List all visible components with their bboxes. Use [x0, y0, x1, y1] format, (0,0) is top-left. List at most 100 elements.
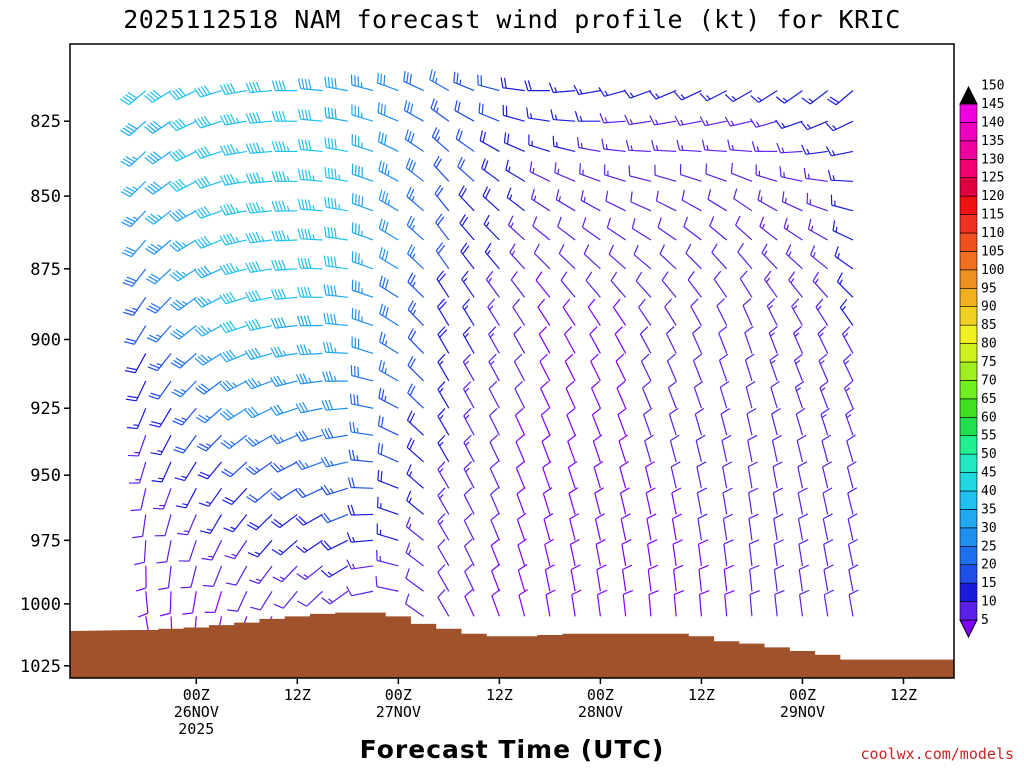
colorbar-label: 95 — [981, 281, 997, 296]
wind-barb — [194, 146, 222, 159]
wind-barb — [503, 132, 525, 152]
wind-barb — [569, 513, 580, 541]
wind-barb — [196, 434, 222, 452]
wind-barb — [823, 538, 834, 567]
colorbar-swatch — [959, 527, 978, 547]
wind-barb — [377, 442, 399, 463]
wind-barb — [576, 137, 601, 153]
wind-barb — [509, 243, 526, 270]
wind-barb — [430, 98, 450, 122]
wind-barb — [295, 539, 323, 554]
y-tick-label: 975 — [30, 531, 61, 551]
y-tick-label: 925 — [30, 399, 61, 419]
colorbar-swatch — [959, 269, 978, 289]
wind-barb — [436, 270, 450, 298]
wind-barb — [775, 119, 803, 130]
wind-barb — [635, 271, 652, 298]
wind-barb — [739, 270, 753, 298]
wind-barb — [574, 111, 601, 122]
wind-barb — [720, 407, 731, 436]
wind-barb — [297, 228, 323, 241]
wind-barb — [618, 434, 628, 463]
wind-barb — [537, 298, 551, 326]
wind-barb — [565, 380, 576, 409]
wind-barb — [674, 90, 702, 101]
wind-barb — [568, 487, 579, 515]
wind-barb — [735, 215, 753, 241]
wind-barb — [564, 353, 576, 382]
wind-barb — [376, 496, 399, 516]
wind-barb — [832, 220, 854, 241]
wind-barb — [245, 261, 273, 274]
wind-barb — [593, 461, 604, 489]
wind-barb — [796, 434, 807, 463]
wind-barb — [535, 271, 551, 298]
wind-barb — [324, 167, 348, 182]
wind-barb — [144, 210, 172, 225]
wind-barb — [459, 214, 475, 241]
wind-barb — [621, 564, 633, 592]
wind-barb — [158, 565, 172, 591]
wind-barb — [270, 513, 298, 529]
wind-barb — [405, 157, 424, 182]
wind-barb — [749, 564, 760, 592]
x-tick-label: 00Z — [789, 686, 816, 704]
wind-barb — [379, 303, 399, 327]
y-tick-label: 950 — [30, 466, 61, 486]
wind-barb — [219, 320, 247, 334]
colorbar-label: 60 — [981, 410, 997, 425]
wind-barb — [699, 90, 727, 102]
wind-barb — [437, 353, 450, 382]
colorbar-label: 45 — [981, 466, 997, 481]
wind-barb — [137, 591, 149, 618]
wind-barb — [245, 290, 273, 303]
wind-barb — [614, 326, 627, 354]
colorbar-label: 35 — [981, 502, 997, 517]
speed-colorbar: 5 10 15 20 25 30 35 40 45 50 55 60 65 70 75 80 85 90 95 100… — [959, 79, 1004, 639]
wind-barb — [545, 589, 556, 617]
wind-barb — [297, 78, 323, 92]
wind-barb — [644, 434, 654, 463]
wind-barb — [194, 115, 222, 129]
plot-frame — [69, 43, 955, 679]
wind-barb — [245, 434, 273, 447]
wind-barb — [219, 291, 247, 305]
wind-barb — [174, 461, 197, 482]
wind-barb — [644, 461, 655, 489]
wind-barb — [842, 353, 854, 382]
wind-barb — [781, 191, 803, 212]
colorbar-label: 20 — [981, 558, 997, 573]
wind-barb — [125, 380, 147, 402]
wind-barb — [351, 251, 374, 270]
wind-barb — [144, 150, 172, 165]
wind-barb — [770, 380, 780, 409]
wind-barb — [271, 200, 298, 212]
wind-barb — [297, 257, 323, 270]
x-tick-label: 00Z — [587, 686, 614, 704]
wind-barb — [119, 90, 147, 106]
wind-barb — [746, 408, 757, 436]
wind-barb — [825, 146, 854, 157]
wind-barb — [693, 380, 704, 409]
wind-barb — [407, 300, 425, 326]
wind-barb — [592, 434, 603, 463]
wind-barb — [321, 427, 348, 440]
wind-barb — [616, 380, 627, 409]
wind-barb — [716, 298, 728, 326]
wind-barb — [322, 341, 348, 355]
wind-barb — [182, 591, 197, 615]
wind-barb — [819, 380, 829, 409]
colorbar-label: 130 — [981, 152, 1004, 167]
wind-barb — [846, 434, 856, 463]
wind-barb — [505, 159, 525, 182]
wind-barb — [659, 244, 677, 270]
wind-barb — [697, 539, 709, 567]
wind-barb — [271, 141, 298, 153]
wind-barb — [458, 185, 475, 212]
wind-barb — [721, 434, 732, 463]
colorbar-label: 135 — [981, 134, 1004, 149]
wind-barb — [194, 235, 222, 249]
wind-barb — [270, 288, 298, 300]
colorbar-swatch — [959, 306, 978, 326]
wind-barb — [246, 487, 273, 503]
